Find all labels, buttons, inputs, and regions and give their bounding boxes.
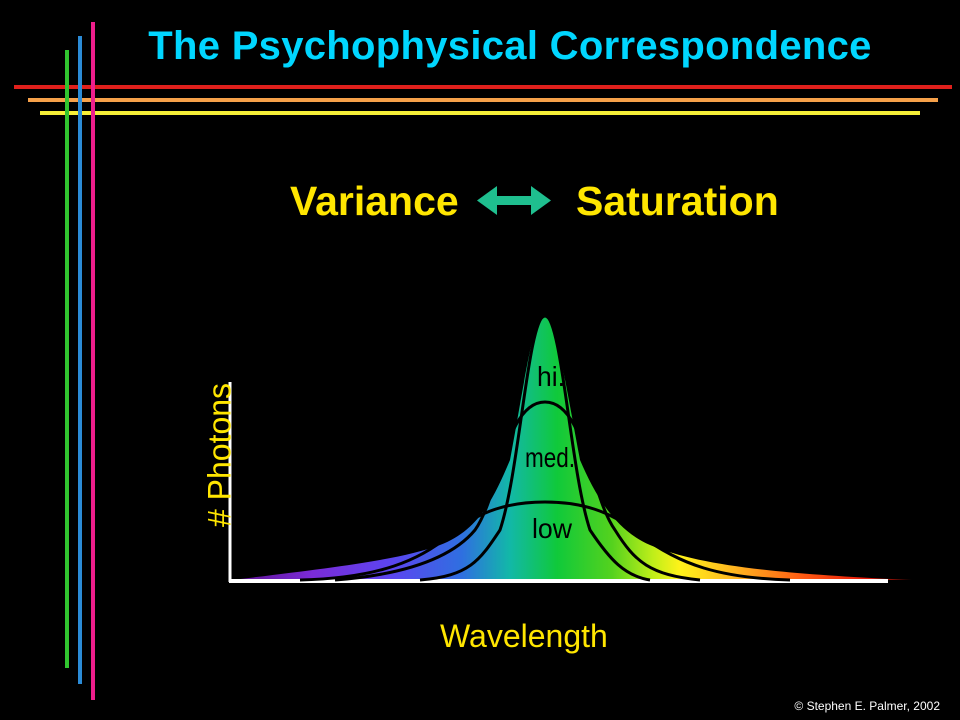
copyright-credit: © Stephen E. Palmer, 2002 <box>794 699 940 713</box>
double-arrow-icon <box>477 186 551 215</box>
curve-label-hi: hi. <box>537 361 565 392</box>
page-title: The Psychophysical Correspondence <box>148 24 872 68</box>
decorative-stripes <box>14 22 952 700</box>
curve-label-med: med. <box>525 442 575 473</box>
curve-low-saturation <box>299 500 791 582</box>
variance-label: Variance <box>290 178 459 224</box>
x-axis-label: Wavelength <box>440 618 608 654</box>
curve-high-saturation <box>419 314 651 582</box>
curve-label-low: low <box>532 513 573 544</box>
curve-medium-saturation <box>334 400 701 582</box>
y-axis-label: # Photons <box>201 382 238 528</box>
saturation-label: Saturation <box>576 178 779 224</box>
